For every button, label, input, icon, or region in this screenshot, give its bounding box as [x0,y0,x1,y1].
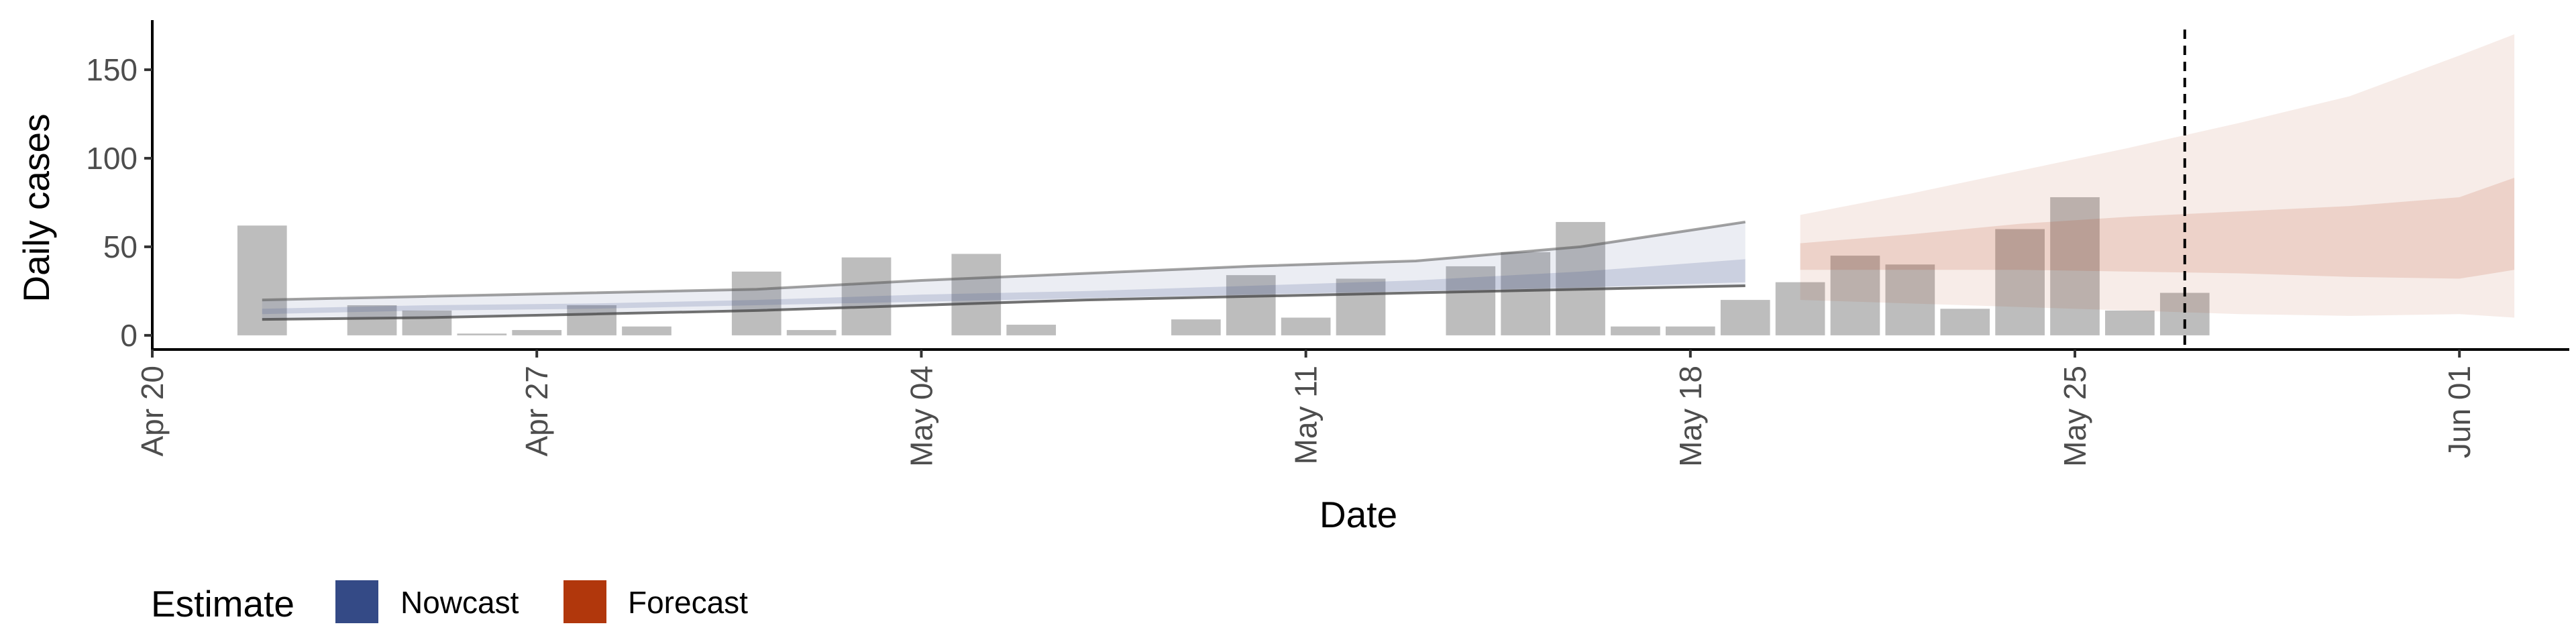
case-bar [2050,197,2100,335]
case-bar [1940,309,1990,335]
x-tick-label: Apr 20 [135,366,170,457]
case-bar [2105,310,2155,335]
case-bar [1556,221,1605,335]
case-bar [567,305,616,335]
x-tick-label: May 11 [1289,366,1324,464]
x-tick-label: Apr 27 [519,366,554,457]
case-bar [237,225,287,335]
nowcast-90-band [262,221,1746,320]
plot-area [237,30,2515,350]
case-bar [1006,325,1057,335]
legend-key-nowcast [335,580,378,623]
case-bar [1501,252,1551,335]
legend-label-forecast: Forecast [628,585,748,620]
case-bar [1611,326,1660,335]
case-bar [1885,264,1935,335]
y-tick-label: 50 [103,229,138,264]
y-tick-label: 150 [86,52,138,87]
x-tick-label: May 25 [2057,366,2092,467]
case-bar [1995,229,2045,335]
forecast-90-band [1800,34,2515,318]
case-bar [1281,317,1331,335]
case-bar [1336,278,1386,335]
y-tick-label: 0 [120,318,138,353]
case-bar [512,329,562,335]
case-bar [731,271,782,335]
case-bar [1226,275,1276,335]
nowcast-upper-line [262,220,1746,302]
nowcast-50-band [262,259,1746,315]
case-bar [347,305,397,335]
case-bar [786,329,837,335]
axes: 0 50 100 150 Apr 20 Apr 27 May 04 May 11 May 18 M… [86,20,2569,467]
case-bar [457,333,507,335]
case-bar [402,310,452,335]
y-axis-title: Daily cases [15,113,57,302]
legend-key-forecast [564,580,606,623]
case-bar [1665,326,1715,335]
forecast-50-band [1800,177,2515,279]
case-bar [1171,319,1221,335]
nowcast-lower-line [262,284,1746,321]
legend-title: Estimate [151,583,294,625]
case-bar [951,254,1002,335]
y-tick-label: 100 [86,141,138,176]
x-axis-title: Date [1320,494,1397,535]
case-bar [841,257,892,335]
case-bar [1830,256,1880,335]
x-tick-label: May 04 [904,366,938,467]
case-bar [1446,266,1496,335]
case-bar [1720,300,1770,335]
legend: Estimate Nowcast Forecast [151,580,748,625]
x-tick-label: Jun 01 [2442,366,2477,458]
case-bar [622,326,672,335]
case-bar [1775,282,1825,335]
legend-label-nowcast: Nowcast [400,585,519,620]
x-tick-label: May 18 [1673,366,1708,467]
